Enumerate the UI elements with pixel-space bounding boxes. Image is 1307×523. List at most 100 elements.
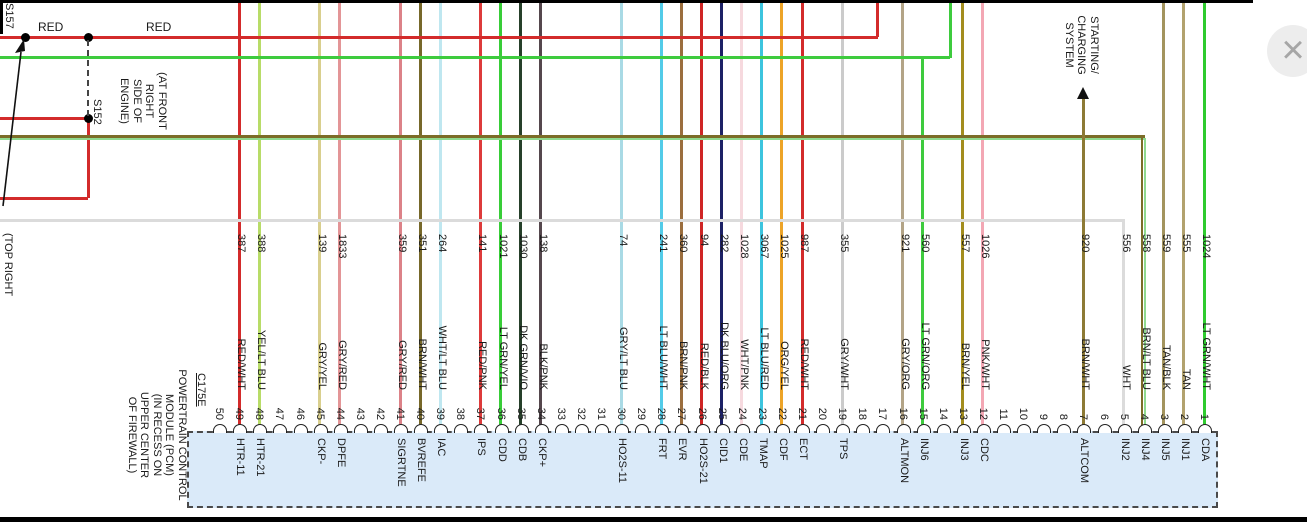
pin-number-26: 26 xyxy=(695,407,708,420)
pin-signal-EVR: EVR xyxy=(676,438,689,461)
wire-circuit-241 xyxy=(659,2,663,426)
starting-charging-line: CHARGING xyxy=(1075,15,1088,75)
wire-color-label-40: BRN/WHT xyxy=(416,338,429,390)
pin-signal-INJ3: INJ3 xyxy=(957,438,970,461)
close-icon: × xyxy=(1281,28,1305,72)
circuit-number-359: 359 xyxy=(396,234,408,253)
pin-socket-6 xyxy=(1097,424,1112,433)
wire-color-label-44: GRY/RED xyxy=(335,340,348,390)
circuit-number-241: 241 xyxy=(657,234,670,253)
wire-circuit-987 xyxy=(800,2,804,426)
top-right-note: (TOP RIGHT xyxy=(2,233,14,297)
wire-color-label-12: PNK/WHT xyxy=(978,339,991,390)
starting-charging-note: STARTING/ CHARGING SYSTEM xyxy=(1063,8,1100,82)
pin-socket-24 xyxy=(735,424,750,433)
pin-number-43: 43 xyxy=(353,407,366,420)
wire-color-label-26: RED/BLK xyxy=(697,342,710,390)
pin-socket-45 xyxy=(313,424,328,433)
pin-number-10: 10 xyxy=(1017,407,1030,420)
wire-color-label-34: BLK/PNK xyxy=(536,343,549,390)
circuit-number-264: 264 xyxy=(436,234,449,253)
pin-number-41: 41 xyxy=(394,407,406,420)
pin-socket-21 xyxy=(796,424,810,433)
pin-signal-HTR-11: HTR-11 xyxy=(234,438,247,476)
wire-color-label-30: GRY/LT BLU xyxy=(617,327,630,390)
pin-socket-38 xyxy=(454,424,469,433)
pin-socket-20 xyxy=(816,424,831,433)
wire-circuit-1026 xyxy=(981,2,985,426)
wire-color-label-16: GRY/ORG xyxy=(898,338,911,390)
pin-signal-BVREFE: BVREFE xyxy=(415,438,428,483)
wire-circuit-264 xyxy=(438,2,442,426)
circuit-number-557: 557 xyxy=(958,234,971,253)
route-red-power-bus xyxy=(0,196,88,200)
pcm-name-label: POWERTRAIN CONTROL MODULE (PCM) (IN RECE… xyxy=(126,350,188,520)
pin-signal-CDA: CDA xyxy=(1199,438,1211,462)
pin-socket-40 xyxy=(414,424,429,433)
circuit-number-139: 139 xyxy=(315,234,328,253)
pin-number-20: 20 xyxy=(816,407,829,420)
wire-color-label-1: LT GRN/WHT xyxy=(1200,322,1212,390)
pin-number-9: 9 xyxy=(1037,413,1050,420)
pin-number-12: 12 xyxy=(976,407,989,420)
pin-socket-18 xyxy=(856,424,871,433)
pin-number-37: 37 xyxy=(474,407,487,420)
pin-socket-17 xyxy=(876,424,891,433)
wire-color-label-red-1: RED xyxy=(38,20,64,34)
starting-charging-line: STARTING/ xyxy=(1088,16,1100,74)
wire-color-label-22: ORG/YEL xyxy=(777,341,790,390)
pin-socket-27 xyxy=(675,424,690,433)
pin-socket-26 xyxy=(695,424,710,433)
pcm-name-line: OF FIREWALL) xyxy=(126,396,138,474)
pin-signal-INJ2: INJ2 xyxy=(1118,438,1131,461)
pin-signal-HO2S-11: HO2S-11 xyxy=(616,438,629,484)
pin-socket-47 xyxy=(273,424,288,433)
pin-signal-TMAP: TMAP xyxy=(756,438,769,469)
connector-id-label: C175E xyxy=(195,373,207,407)
pin-number-36: 36 xyxy=(494,407,507,420)
pin-number-18: 18 xyxy=(856,407,869,420)
pin-signal-ECT: ECT xyxy=(797,438,809,460)
pcm-name-line: MODULE (PCM) xyxy=(163,394,176,476)
circuit-number-387: 387 xyxy=(235,234,248,253)
pin-number-11: 11 xyxy=(997,408,1009,420)
circuit-number-1833: 1833 xyxy=(335,234,348,259)
junction-dot-3 xyxy=(83,113,93,123)
pin-socket-43 xyxy=(353,424,368,433)
close-button[interactable]: × xyxy=(1267,25,1307,77)
pin-number-49: 49 xyxy=(233,407,246,420)
circuit-number-555: 555 xyxy=(1179,234,1192,253)
bottom-border xyxy=(0,517,1307,522)
route-green-bus xyxy=(0,56,950,59)
pin-number-1: 1 xyxy=(1198,413,1210,420)
wire-circuit-360 xyxy=(679,2,683,426)
route-red-power-bus xyxy=(0,35,878,39)
pin-socket-8 xyxy=(1057,424,1072,433)
pin-number-50: 50 xyxy=(213,407,226,420)
pin-signal-INJ1: INJ1 xyxy=(1178,438,1191,461)
route-red-power-bus xyxy=(876,2,879,37)
pin-number-8: 8 xyxy=(1057,413,1070,420)
route-altcom-wire xyxy=(1081,99,1085,426)
wire-circuit-74 xyxy=(619,2,623,426)
wire-color-label-7: BRN/WHT xyxy=(1079,338,1092,390)
pin-number-4: 4 xyxy=(1137,413,1150,420)
wire-circuit-559 xyxy=(1162,2,1166,426)
pin-number-33: 33 xyxy=(554,407,567,420)
circuit-number-141: 141 xyxy=(476,234,489,253)
wire-circuit-1030 xyxy=(519,2,523,426)
circuit-number-921: 921 xyxy=(898,234,911,253)
wire-circuit-387 xyxy=(237,2,241,426)
circuit-number-1024: 1024 xyxy=(1200,234,1212,259)
pin-number-42: 42 xyxy=(373,407,386,420)
circuit-number-560: 560 xyxy=(918,234,931,253)
pin-signal-SIGRTNE: SIGRTNE xyxy=(395,438,407,487)
pin-socket-1 xyxy=(1198,424,1212,433)
pin-number-25: 25 xyxy=(715,407,728,420)
route-red-power-bus xyxy=(86,118,90,198)
starting-charging-line: SYSTEM xyxy=(1063,22,1075,68)
route-green-bus xyxy=(921,57,925,426)
pin-signal-CDD: CDD xyxy=(495,438,508,462)
wire-color-label-41: GRY/RED xyxy=(396,340,408,390)
s152-location-line: (AT FRONT xyxy=(156,72,168,130)
